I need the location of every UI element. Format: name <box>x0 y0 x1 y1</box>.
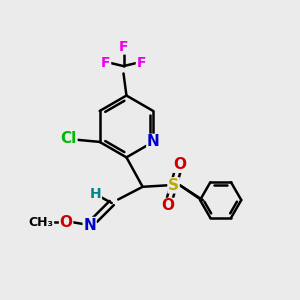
Text: F: F <box>101 56 111 70</box>
Text: S: S <box>168 178 179 193</box>
Text: Cl: Cl <box>61 131 77 146</box>
Text: H: H <box>90 187 101 201</box>
Text: CH₃: CH₃ <box>28 216 54 229</box>
Text: N: N <box>83 218 96 232</box>
Text: F: F <box>136 56 146 70</box>
Text: F: F <box>119 40 128 54</box>
Text: N: N <box>147 134 160 149</box>
Text: O: O <box>173 157 186 172</box>
Text: O: O <box>60 214 73 230</box>
Text: O: O <box>161 198 174 213</box>
